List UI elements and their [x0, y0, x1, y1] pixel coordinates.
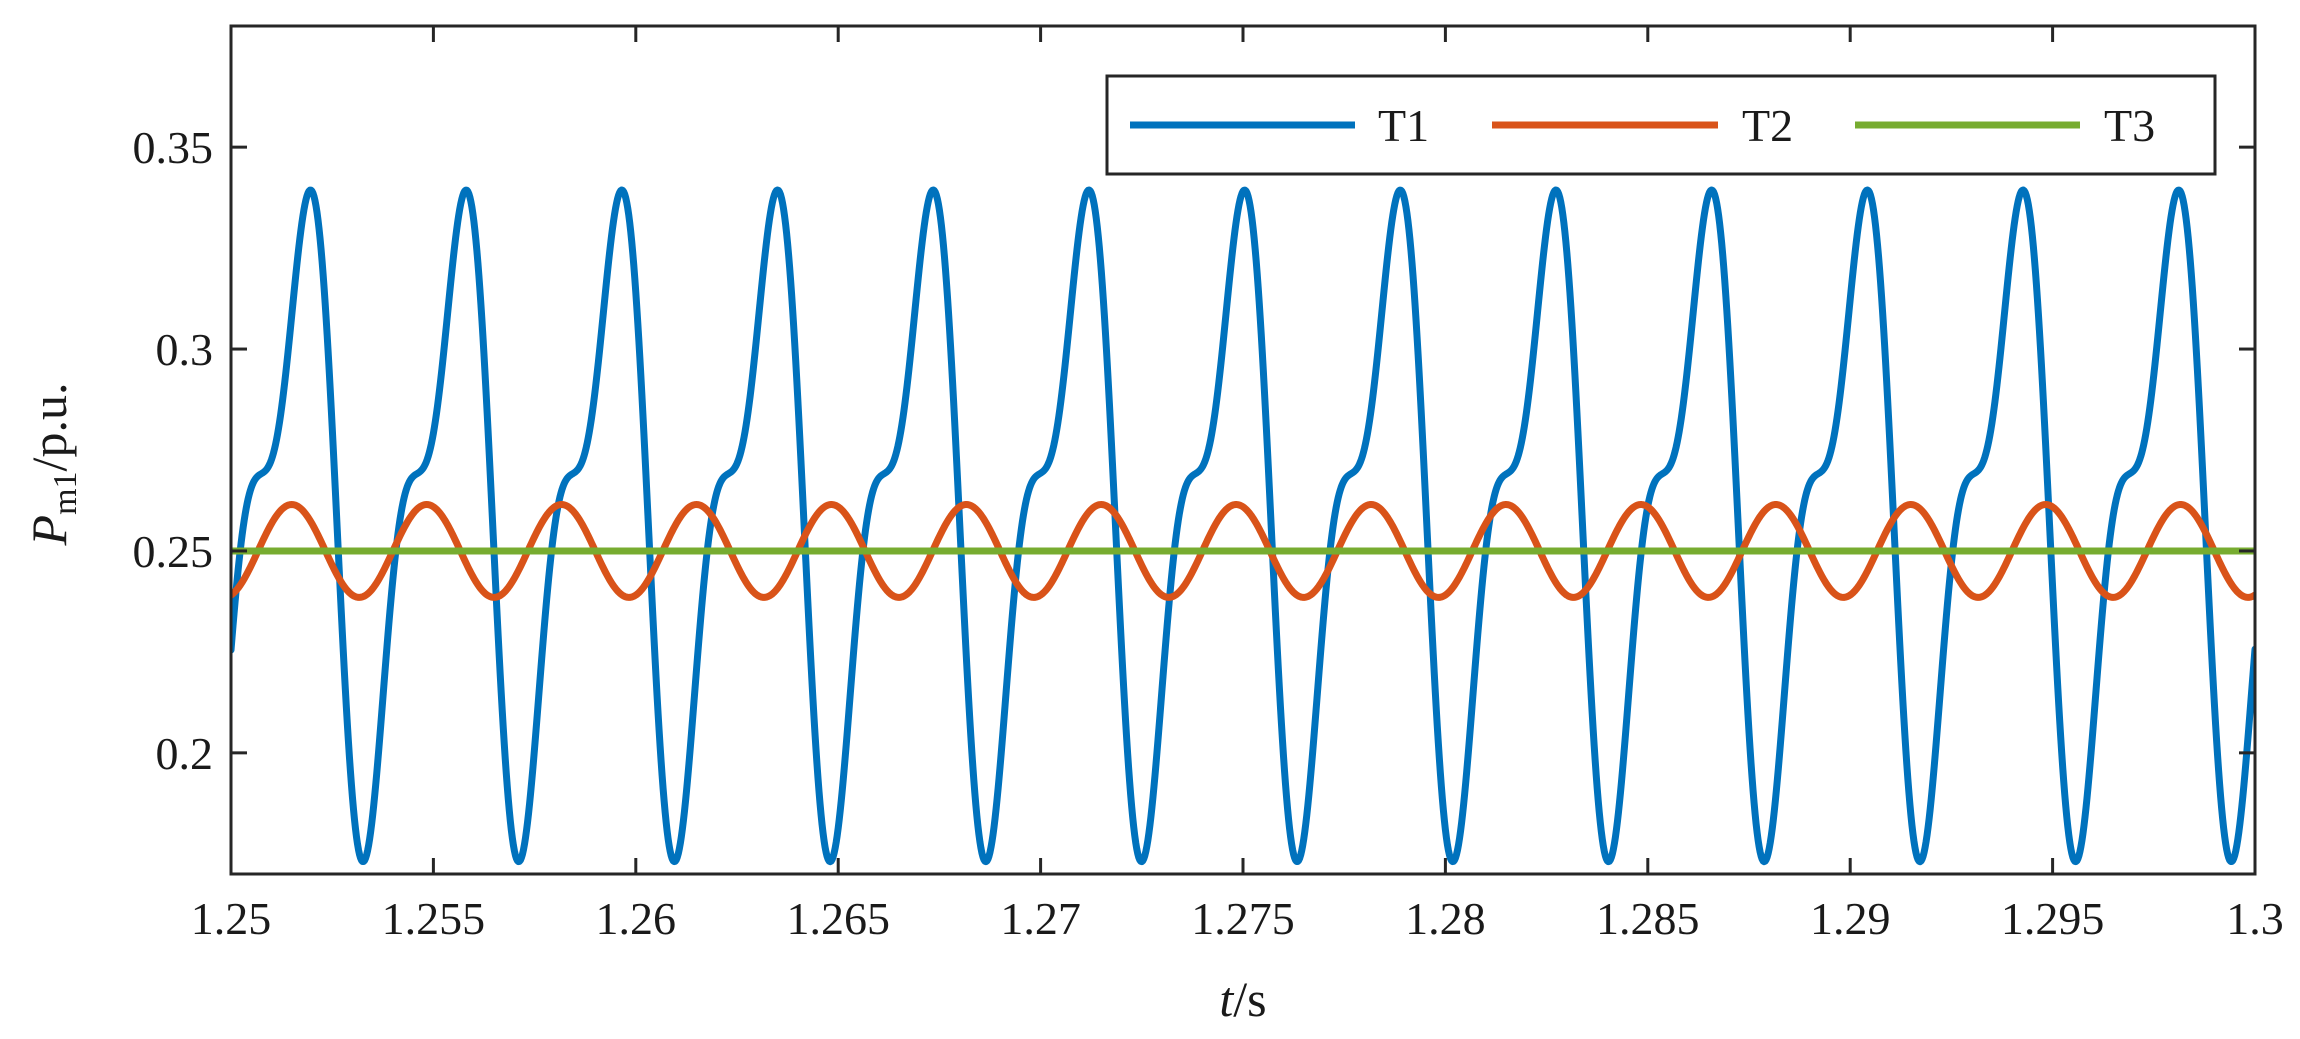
y-axis-label: Pm1/p.u. — [21, 383, 84, 547]
legend: T1 T2 T3 — [1105, 74, 2217, 176]
x-tick-label: 1.295 — [2001, 893, 2105, 944]
x-tick-label: 1.25 — [191, 893, 272, 944]
tick-labels: 1.25 1.255 1.26 1.265 1.27 1.275 1.28 1.285 1.29… — [133, 122, 2284, 944]
x-tick-label: 1.265 — [786, 893, 890, 944]
y-axis-label-subscript: m1 — [47, 471, 84, 514]
x-tick-label: 1.28 — [1405, 893, 1486, 944]
y-tick-label: 0.2 — [156, 728, 214, 779]
x-axis-label-unit: /s — [1233, 971, 1266, 1027]
y-tick-label: 0.35 — [133, 122, 214, 173]
x-axis-label-main: t — [1219, 971, 1234, 1027]
series-line-t1 — [231, 186, 2255, 866]
x-tick-label: 1.3 — [2226, 893, 2284, 944]
y-axis-label-unit: /p.u. — [21, 383, 77, 472]
legend-label-t2: T2 — [1742, 100, 1793, 151]
x-tick-label: 1.27 — [1000, 893, 1081, 944]
legend-label-t3: T3 — [2104, 100, 2155, 151]
x-tick-label: 1.255 — [382, 893, 486, 944]
x-axis-label: t/s — [1219, 971, 1266, 1027]
x-tick-label: 1.26 — [596, 893, 677, 944]
y-tick-label: 0.3 — [156, 324, 214, 375]
plot-lines — [231, 186, 2255, 866]
y-axis-label-main: P — [21, 515, 77, 547]
x-tick-label: 1.29 — [1810, 893, 1891, 944]
legend-label-t1: T1 — [1378, 100, 1429, 151]
ticks — [229, 26, 2257, 874]
y-tick-label: 0.25 — [133, 526, 214, 577]
series-line-t2 — [231, 501, 2255, 601]
x-tick-label: 1.285 — [1596, 893, 1700, 944]
x-tick-label: 1.275 — [1191, 893, 1295, 944]
